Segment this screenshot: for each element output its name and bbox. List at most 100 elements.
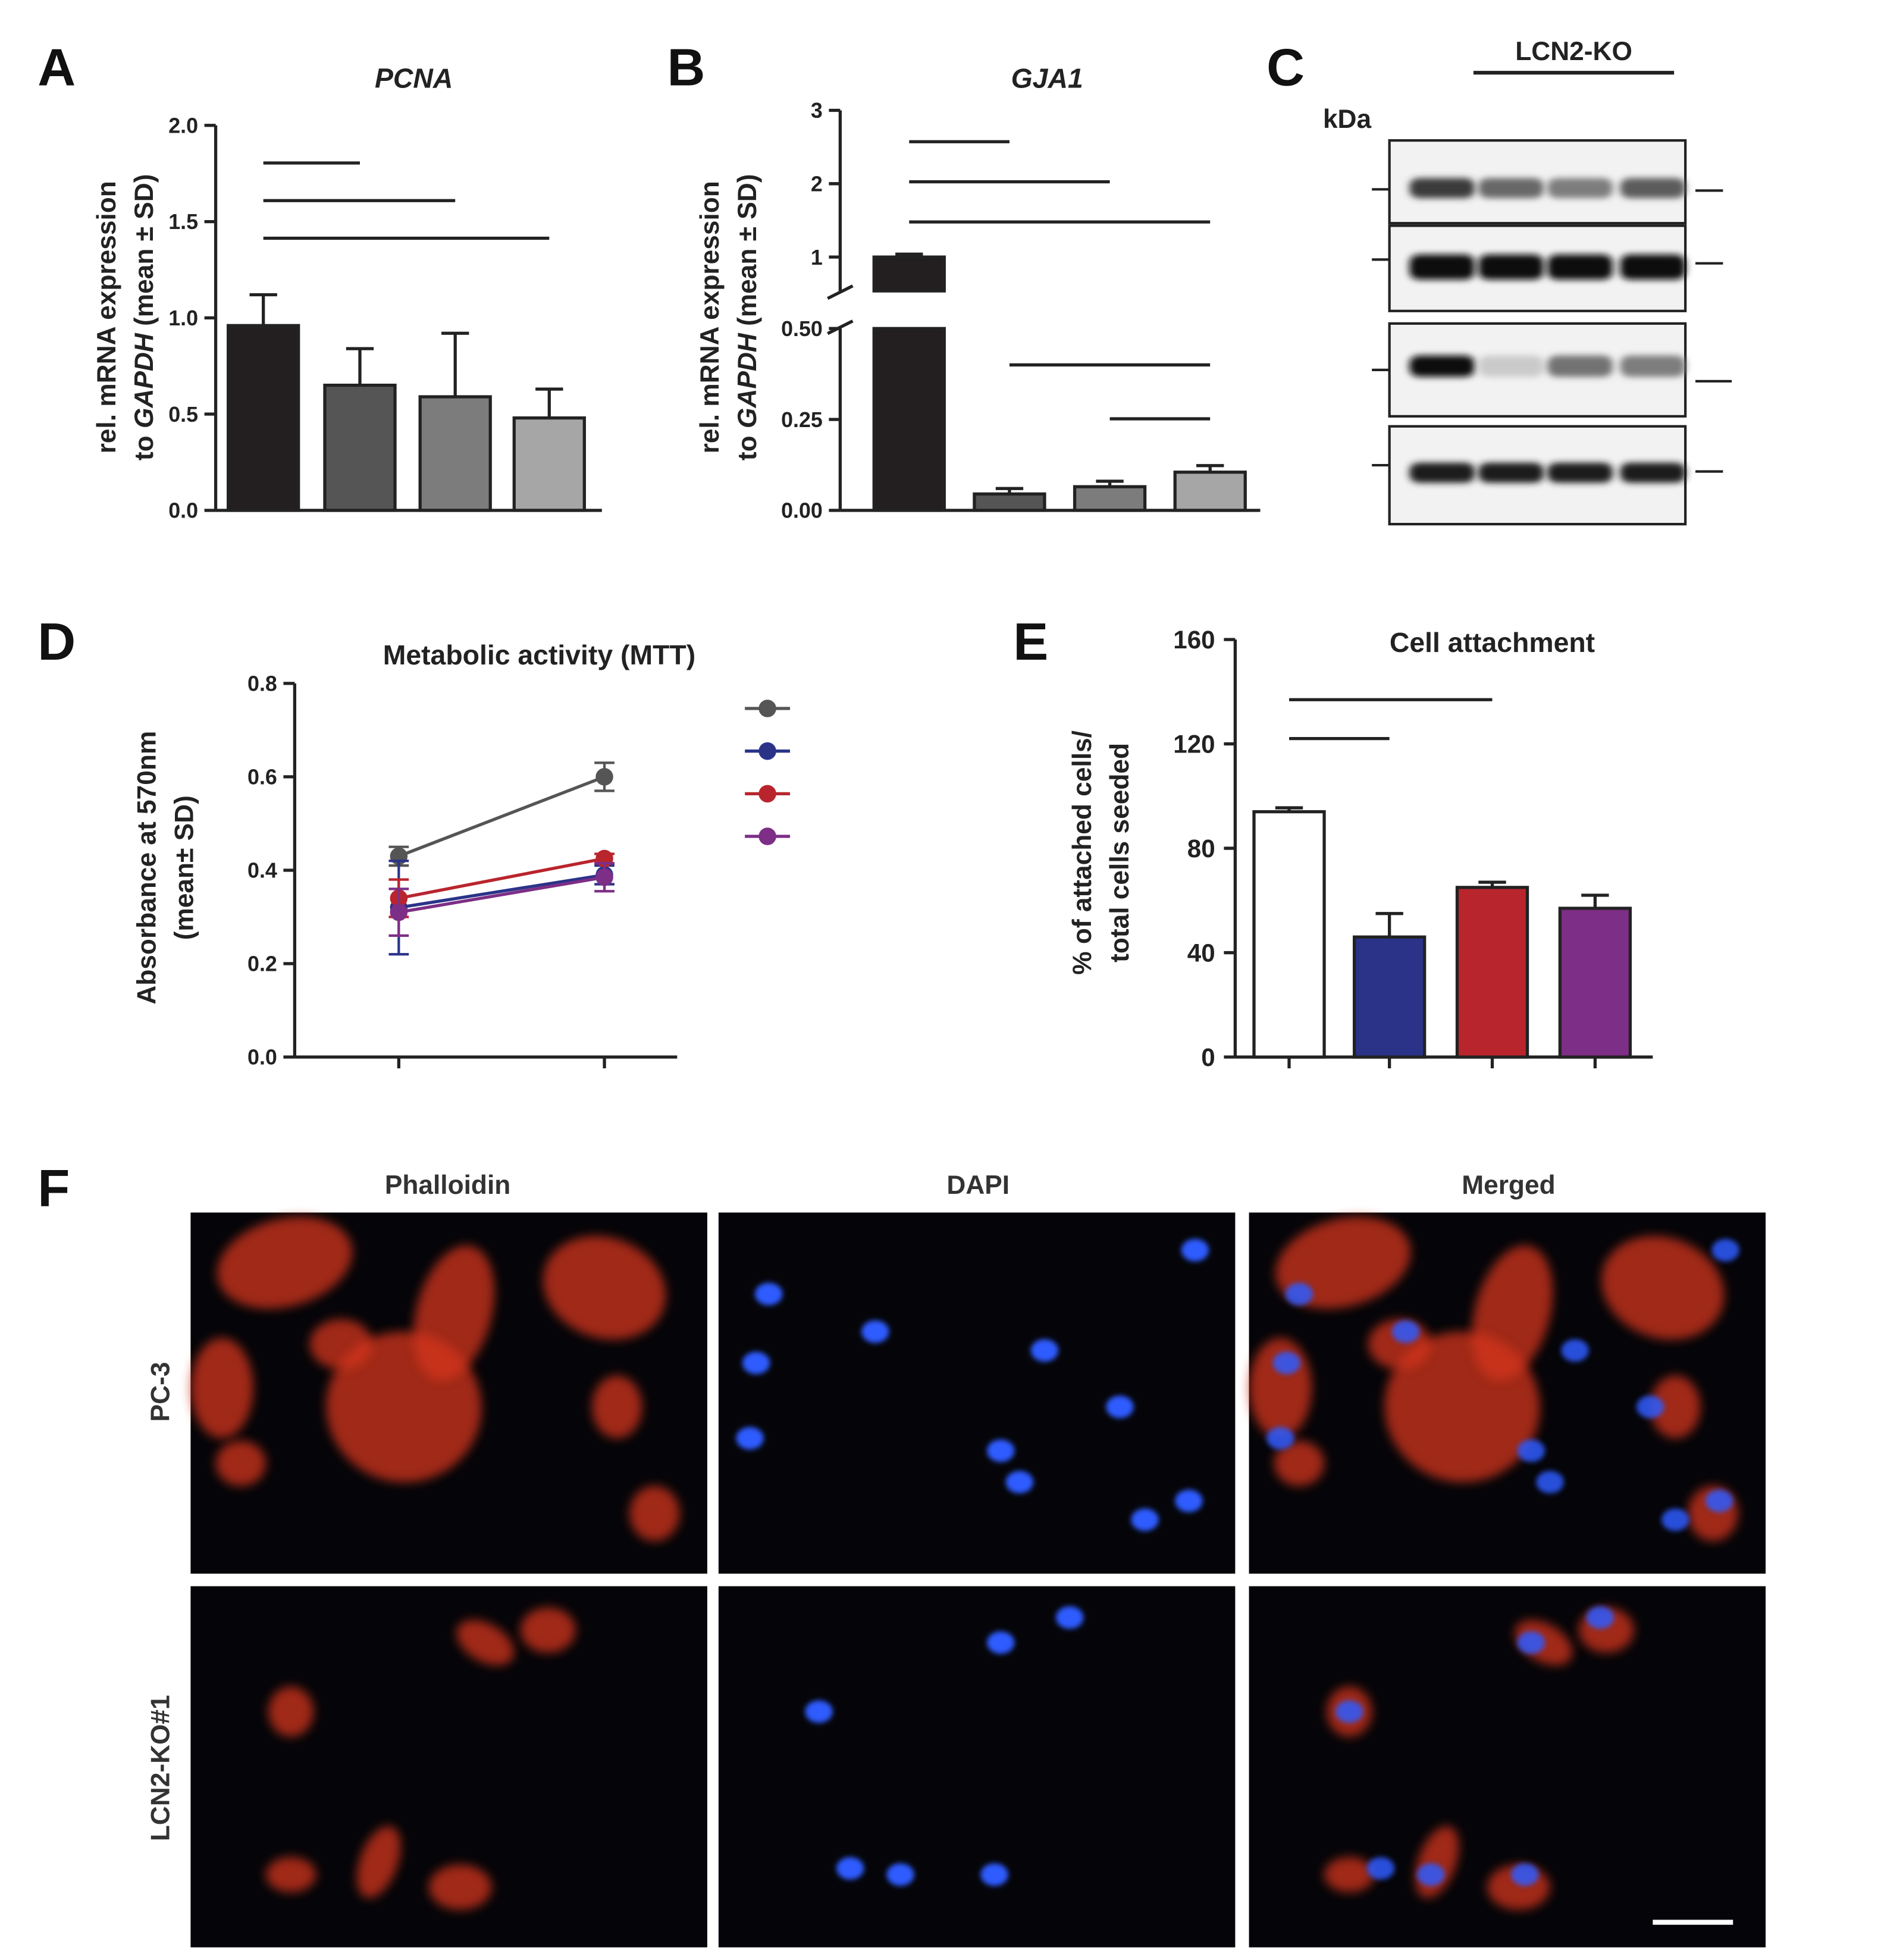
panel-b-ytick-label: 0.00 xyxy=(781,499,823,523)
dapi-nucleus xyxy=(1030,1339,1059,1362)
blot-band-cx43 xyxy=(1478,355,1544,377)
micrograph-ko1-merged xyxy=(1249,1586,1766,1948)
dapi-nucleus xyxy=(1055,1606,1084,1629)
dapi-nucleus xyxy=(1366,1856,1395,1880)
dapi-nucleus xyxy=(836,1856,864,1880)
blot-band-tubulin xyxy=(1409,462,1475,483)
phalloidin-cell xyxy=(215,1441,266,1486)
micrograph-ko1-dapi xyxy=(718,1586,1236,1948)
panel-letter-d: D xyxy=(37,612,76,671)
panel-letter-b: B xyxy=(667,37,705,96)
phalloidin-cell xyxy=(1650,1375,1701,1438)
dapi-nucleus xyxy=(1266,1426,1294,1450)
dapi-nucleus xyxy=(986,1631,1015,1654)
panel-e-title: Cell attachment xyxy=(1390,627,1595,658)
panel-d-line-1 xyxy=(398,873,605,910)
dapi-nucleus xyxy=(1517,1439,1545,1462)
blot-band-actin xyxy=(1547,254,1613,280)
dapi-nucleus xyxy=(1536,1470,1564,1494)
dapi-nucleus xyxy=(1131,1508,1159,1531)
dapi-nucleus xyxy=(755,1282,783,1306)
panel-d-ytick-label: 0.6 xyxy=(247,766,277,789)
phalloidin-cell xyxy=(268,1686,314,1737)
dapi-nucleus xyxy=(742,1351,770,1375)
panel-a-ylabel-line2: to GAPDH (mean ± SD) xyxy=(130,174,159,461)
panel-a-ytick-label: 2.0 xyxy=(168,114,198,137)
panel-b-ytick-label: 1 xyxy=(811,246,823,269)
panel-d-legend-marker xyxy=(758,827,776,845)
panel-letter-c: C xyxy=(1266,37,1305,96)
dapi-nucleus xyxy=(736,1426,764,1450)
micro-col-label-merged: Merged xyxy=(1462,1171,1555,1200)
dapi-nucleus xyxy=(1711,1238,1739,1262)
phalloidin-cell xyxy=(1324,1856,1375,1892)
dapi-nucleus xyxy=(1417,1863,1445,1886)
dapi-nucleus xyxy=(1511,1863,1539,1886)
panel-c-western-blot: kDa LCN2-KO xyxy=(1323,37,1732,526)
panel-b-ylabel-line2: to GAPDH (mean ± SD) xyxy=(733,174,762,461)
phalloidin-cell xyxy=(1601,1235,1725,1340)
panel-d-ytick-label: 0.0 xyxy=(247,1046,277,1070)
dapi-nucleus xyxy=(1181,1238,1209,1262)
panel-e-ytick-label: 40 xyxy=(1187,939,1215,967)
panel-a-ytick-label: 0.5 xyxy=(168,403,198,427)
panel-e-chart: Cell attachment % of attached cells/ tot… xyxy=(1068,626,1653,1071)
phalloidin-cell xyxy=(1275,1216,1411,1309)
phalloidin-cell xyxy=(309,1319,373,1369)
blot-band-actin xyxy=(1620,254,1686,280)
blot-group-label: LCN2-KO xyxy=(1515,37,1632,66)
dapi-nucleus xyxy=(861,1320,889,1343)
dapi-nucleus xyxy=(805,1700,833,1723)
panel-d-title: Metabolic activity (MTT) xyxy=(383,639,695,670)
micro-col-label-dapi: DAPI xyxy=(946,1171,1010,1200)
panel-d-line-pc-3 xyxy=(398,775,606,858)
panel-a-title: PCNA xyxy=(375,63,453,94)
panel-letter-a: A xyxy=(37,37,76,96)
panel-f-microscopy: Phalloidin DAPI Merged PC-3 LCN2-KO#1 xyxy=(146,1171,1766,1948)
panel-b-title: GJA1 xyxy=(1011,63,1083,94)
panel-a-ytick-label: 1.0 xyxy=(168,306,198,330)
phalloidin-cell xyxy=(591,1375,642,1438)
panel-e-ytick-label: 160 xyxy=(1173,626,1215,654)
phalloidin-cell xyxy=(1274,1441,1325,1486)
panel-d-legend-marker xyxy=(758,742,776,760)
micro-row-label-pc3: PC-3 xyxy=(146,1362,175,1422)
micrograph-pc3-phalloidin xyxy=(190,1212,707,1574)
blot-band-cx43 xyxy=(1409,355,1475,377)
phalloidin-cell xyxy=(217,1216,353,1309)
phalloidin-cell xyxy=(520,1607,576,1653)
panel-a-bar-pc-3 xyxy=(227,324,300,512)
panel-d-ylabel-line2: (mean± SD) xyxy=(170,795,199,940)
panel-e-bar-4 xyxy=(1455,886,1529,1059)
blot-band-pcna xyxy=(1547,178,1613,199)
panel-a-ytick-label: 0.0 xyxy=(168,499,198,523)
panel-e-bar-8 xyxy=(1558,907,1632,1059)
dapi-nucleus xyxy=(1335,1700,1363,1723)
panel-d-legend-marker xyxy=(758,700,776,717)
panel-b-chart: GJA1 rel. mRNA expression to GAPDH (mean… xyxy=(695,63,1261,523)
panel-e-ylabel-line1: % of attached cells/ xyxy=(1068,730,1097,975)
panel-d-ytick-label: 0.4 xyxy=(247,859,277,883)
blot-band-tubulin xyxy=(1620,462,1686,483)
micro-row-label-ko1: LCN2-KO#1 xyxy=(146,1695,175,1841)
panel-d-ylabel-line1: Absorbance at 570nm xyxy=(132,731,161,1005)
dapi-nucleus xyxy=(1272,1351,1300,1375)
panel-d-line-4 xyxy=(398,857,605,900)
dapi-nucleus xyxy=(1391,1320,1420,1343)
phalloidin-cell xyxy=(428,1864,492,1910)
panel-b-ytick-label: 0.50 xyxy=(781,317,823,341)
panel-d-point-8 xyxy=(595,868,613,886)
phalloidin-cell xyxy=(1472,1245,1553,1381)
blot-band-cx43 xyxy=(1620,355,1686,377)
dapi-nucleus xyxy=(986,1439,1015,1462)
panel-a-ylabel-line1: rel. mRNA expression xyxy=(92,181,121,453)
blot-kda-label: kDa xyxy=(1323,105,1372,134)
panel-b-bar-1 xyxy=(973,492,1046,512)
panel-d-point-pc-3 xyxy=(595,768,613,786)
panel-b-bar-8 xyxy=(1173,471,1247,512)
dapi-nucleus xyxy=(1517,1631,1545,1654)
panel-e-ytick-label: 80 xyxy=(1187,835,1215,863)
panel-letter-f: F xyxy=(37,1159,70,1218)
